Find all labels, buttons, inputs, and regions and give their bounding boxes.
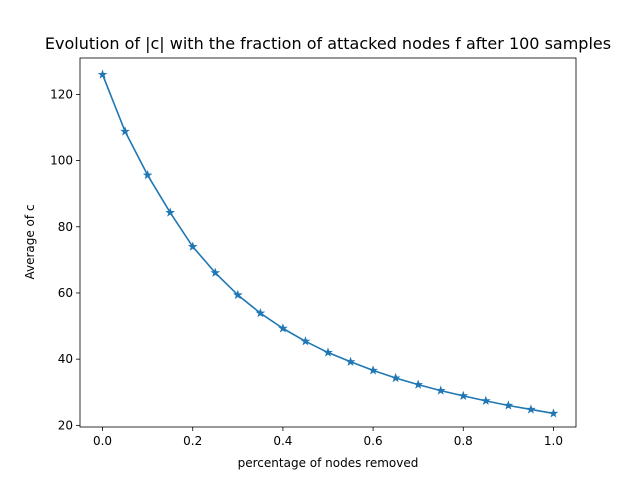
y-axis-label: Average of c	[23, 204, 37, 279]
data-point-marker	[165, 207, 176, 217]
data-point-marker	[232, 289, 243, 300]
data-point-marker	[548, 408, 559, 418]
data-point-marker	[300, 336, 311, 346]
x-tick-label: 0.8	[454, 434, 473, 448]
axes-frame	[79, 57, 577, 428]
y-tick-label: 60	[58, 286, 73, 300]
chart-title: Evolution of |c| with the fraction of at…	[45, 34, 611, 53]
data-point-marker	[503, 400, 514, 410]
data-point-marker	[458, 390, 469, 401]
x-tick-label: 0.6	[364, 434, 383, 448]
data-point-marker	[390, 372, 401, 383]
data-point-marker	[480, 395, 491, 405]
data-point-marker	[345, 356, 356, 366]
data-point-marker	[368, 365, 378, 375]
data-point-marker	[526, 404, 536, 414]
x-axis-label: percentage of nodes removed	[238, 456, 419, 470]
y-tick-label: 120	[50, 87, 73, 101]
data-point-marker	[435, 385, 446, 395]
data-point-marker	[255, 308, 266, 318]
data-point-marker	[120, 126, 130, 136]
x-tick-label: 0.4	[273, 434, 292, 448]
x-tick-label: 0.2	[183, 434, 202, 448]
x-tick-label: 0.0	[93, 434, 112, 448]
data-point-marker	[142, 170, 153, 180]
data-point-marker	[323, 347, 333, 357]
y-tick-label: 80	[58, 220, 73, 234]
x-tick-label: 1.0	[544, 434, 563, 448]
data-point-marker	[278, 323, 288, 333]
y-tick-label: 100	[50, 154, 73, 168]
data-point-marker	[210, 267, 221, 277]
plot-area: 0.0 0.2 0.4 0.6 0.8 1.0 20 40 60 80 100 120	[50, 57, 577, 448]
data-point-marker	[97, 69, 108, 79]
y-tick-label: 40	[58, 352, 73, 366]
data-point-marker	[187, 241, 198, 251]
data-point-marker	[413, 379, 424, 389]
y-tick-label: 20	[58, 418, 73, 432]
